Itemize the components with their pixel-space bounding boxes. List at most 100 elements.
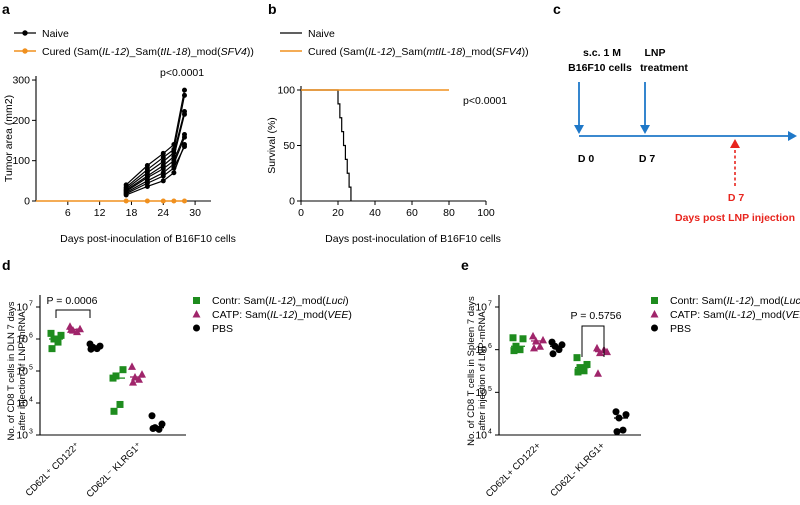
timeline-lnp-label-2: treatment — [640, 62, 688, 74]
timeline-start-label-1: s.c. 1 M — [583, 47, 621, 59]
chart-e-ylabel-line1: No. of CD8 T cells in Spleen 7 days — [466, 296, 477, 446]
chart-a-ytick-label: 100 — [12, 155, 30, 167]
chart-b-pvalue: p<0.0001 — [463, 95, 507, 107]
chart-e-point-catp — [593, 343, 601, 352]
chart-e-point-contr — [516, 346, 524, 354]
chart-a-point-naive — [144, 163, 150, 169]
legend-e-catp-label: CATP: Sam(IL-12)_mod(VEE) — [670, 309, 800, 321]
chart-e-ytick-label: 10 — [475, 387, 487, 399]
chart-e-ytick-exponent: 4 — [488, 429, 492, 436]
chart-a-xtick-label: 6 — [65, 207, 71, 219]
chart-e-point-pbs — [549, 350, 557, 358]
chart-a-point-cured — [123, 198, 129, 204]
legend-b-cured-label: Cured (Sam(IL-12)_Sam(mtIL-18)_mod(SFV4)… — [308, 46, 529, 58]
chart-d-ytick-label: 10 — [16, 366, 28, 378]
chart-a-point-cured — [160, 198, 166, 204]
chart-d-ytick-exponent: 5 — [29, 365, 33, 372]
chart-e-point-contr — [576, 364, 584, 372]
timeline-axis-arrowhead — [788, 131, 797, 141]
legend-d-contr-label: Contr: Sam(IL-12)_mod(Luci) — [212, 295, 349, 307]
panel-d-letter: d — [2, 257, 11, 273]
chart-d-ylabel-line1: No. of CD8 T cells in DLN 7 days — [6, 301, 17, 440]
legend-d-catp-marker — [192, 310, 201, 318]
legend-e-pbs-label: PBS — [670, 323, 691, 335]
chart-a-ytick-label: 200 — [12, 115, 30, 127]
chart-e-significance-bracket — [581, 325, 605, 357]
chart-a-xtick-label: 24 — [157, 207, 169, 219]
chart-b-ytick-label: 50 — [283, 140, 295, 152]
panel-c-letter: c — [553, 1, 561, 17]
chart-e-point-contr — [509, 334, 517, 342]
chart-e-ytick-exponent: 5 — [488, 386, 492, 393]
legend-a-cured-marker — [22, 48, 28, 54]
chart-d-point-catp — [129, 378, 137, 386]
chart-d-point-pbs — [87, 345, 95, 353]
chart-a-point-naive — [181, 111, 187, 117]
chart-a-point-naive — [160, 150, 166, 156]
chart-d-point-contr — [112, 372, 120, 380]
legend-b-naive-label: Naive — [308, 28, 335, 40]
chart-b-xtick-label: 60 — [406, 207, 418, 219]
chart-b-ytick-label: 0 — [289, 196, 295, 208]
chart-d-legend: Contr: Sam(IL-12)_mod(Luci) CATP: Sam(IL… — [192, 295, 352, 335]
timeline-start-label-2: B16F10 cells — [568, 62, 632, 74]
chart-a-pvalue: p<0.0001 — [160, 67, 204, 79]
chart-e-point-contr — [574, 368, 582, 376]
chart-d-ytick-exponent: 6 — [29, 333, 33, 340]
chart-d-point-pbs — [148, 412, 156, 420]
chart-b: 0 50 100 0 20 40 60 80 100 Survival (%) Days pos… — [266, 85, 507, 246]
timeline-d7: D 7 — [639, 153, 656, 165]
chart-e-point-pbs — [619, 426, 627, 434]
legend-a-naive-marker — [22, 30, 28, 36]
chart-e-category-label: CD62L+ CD122+ — [484, 440, 544, 500]
panel-b: b Naive Cured (Sam(IL-12)_Sam(mtIL-18)_m… — [266, 1, 529, 245]
chart-d-ytick-label: 10 — [16, 302, 28, 314]
chart-d-point-pbs — [149, 424, 157, 432]
chart-d-point-catp — [73, 327, 81, 336]
timeline-d7-red: D 7 — [728, 192, 745, 204]
chart-e-point-catp — [529, 331, 537, 340]
chart-e-point-pbs — [613, 428, 621, 436]
chart-d-point-contr — [47, 329, 55, 337]
legend-a-cured-label: Cured (Sam(IL-12)_Sam(tIL-18)_mod(SFV4)) — [42, 46, 254, 58]
chart-a-point-naive — [123, 192, 129, 198]
timeline-days-post-lnp: Days post LNP injection — [675, 212, 795, 224]
chart-d-pvalue: P = 0.0006 — [47, 295, 98, 307]
chart-b-ylabel: Survival (%) — [266, 117, 278, 174]
chart-a-point-naive — [181, 92, 187, 98]
chart-a-point-naive — [160, 166, 166, 172]
chart-e-ytick-exponent: 7 — [488, 301, 492, 308]
legend-d-contr-marker — [193, 297, 200, 304]
chart-e-point-contr — [573, 354, 581, 362]
chart-e-point-catp — [532, 336, 540, 345]
chart-b-xlabel: Days post-inoculation of B16F10 cells — [325, 233, 501, 245]
chart-e-point-contr — [510, 347, 518, 355]
chart-b-survival-curve-naive — [301, 89, 352, 201]
chart-d-category-label: CD62L⁺ CD122⁺ — [24, 440, 83, 499]
chart-a-xlabel: Days post-inoculation of B16F10 cells — [60, 233, 236, 245]
panel-a-letter: a — [2, 1, 10, 17]
chart-e-point-catp — [596, 348, 604, 357]
chart-b-xtick-label: 0 — [298, 207, 304, 219]
chart-d-point-contr — [54, 338, 62, 346]
panel-b-legend: Naive Cured (Sam(IL-12)_Sam(mtIL-18)_mod… — [280, 28, 529, 58]
legend-d-pbs-marker — [193, 324, 200, 332]
chart-e-point-pbs — [622, 411, 630, 419]
chart-e-point-contr — [512, 342, 520, 350]
timeline-red-arrowhead — [730, 139, 740, 148]
chart-a: 0 100 200 300 6 12 18 24 30 Tumor area (mm2) Day… — [3, 67, 236, 245]
chart-d-category-label: CD62L⁻ KLRG1⁺ — [84, 440, 144, 500]
chart-d-point-pbs — [155, 425, 163, 433]
chart-b-xtick-label: 100 — [477, 207, 495, 219]
chart-e-point-pbs — [555, 346, 563, 354]
chart-d-ytick-exponent: 3 — [29, 429, 33, 436]
chart-e-ytick-label: 10 — [475, 302, 487, 314]
chart-d-point-catp — [67, 325, 75, 333]
chart-e-point-pbs — [612, 408, 620, 416]
legend-d-catp-label: CATP: Sam(IL-12)_mod(VEE) — [212, 309, 352, 321]
chart-d-significance-bracket — [55, 309, 91, 318]
chart-e-ylabel-line2: after injection of LNP-mRNA — [477, 311, 488, 431]
chart-d-point-catp — [138, 370, 146, 378]
